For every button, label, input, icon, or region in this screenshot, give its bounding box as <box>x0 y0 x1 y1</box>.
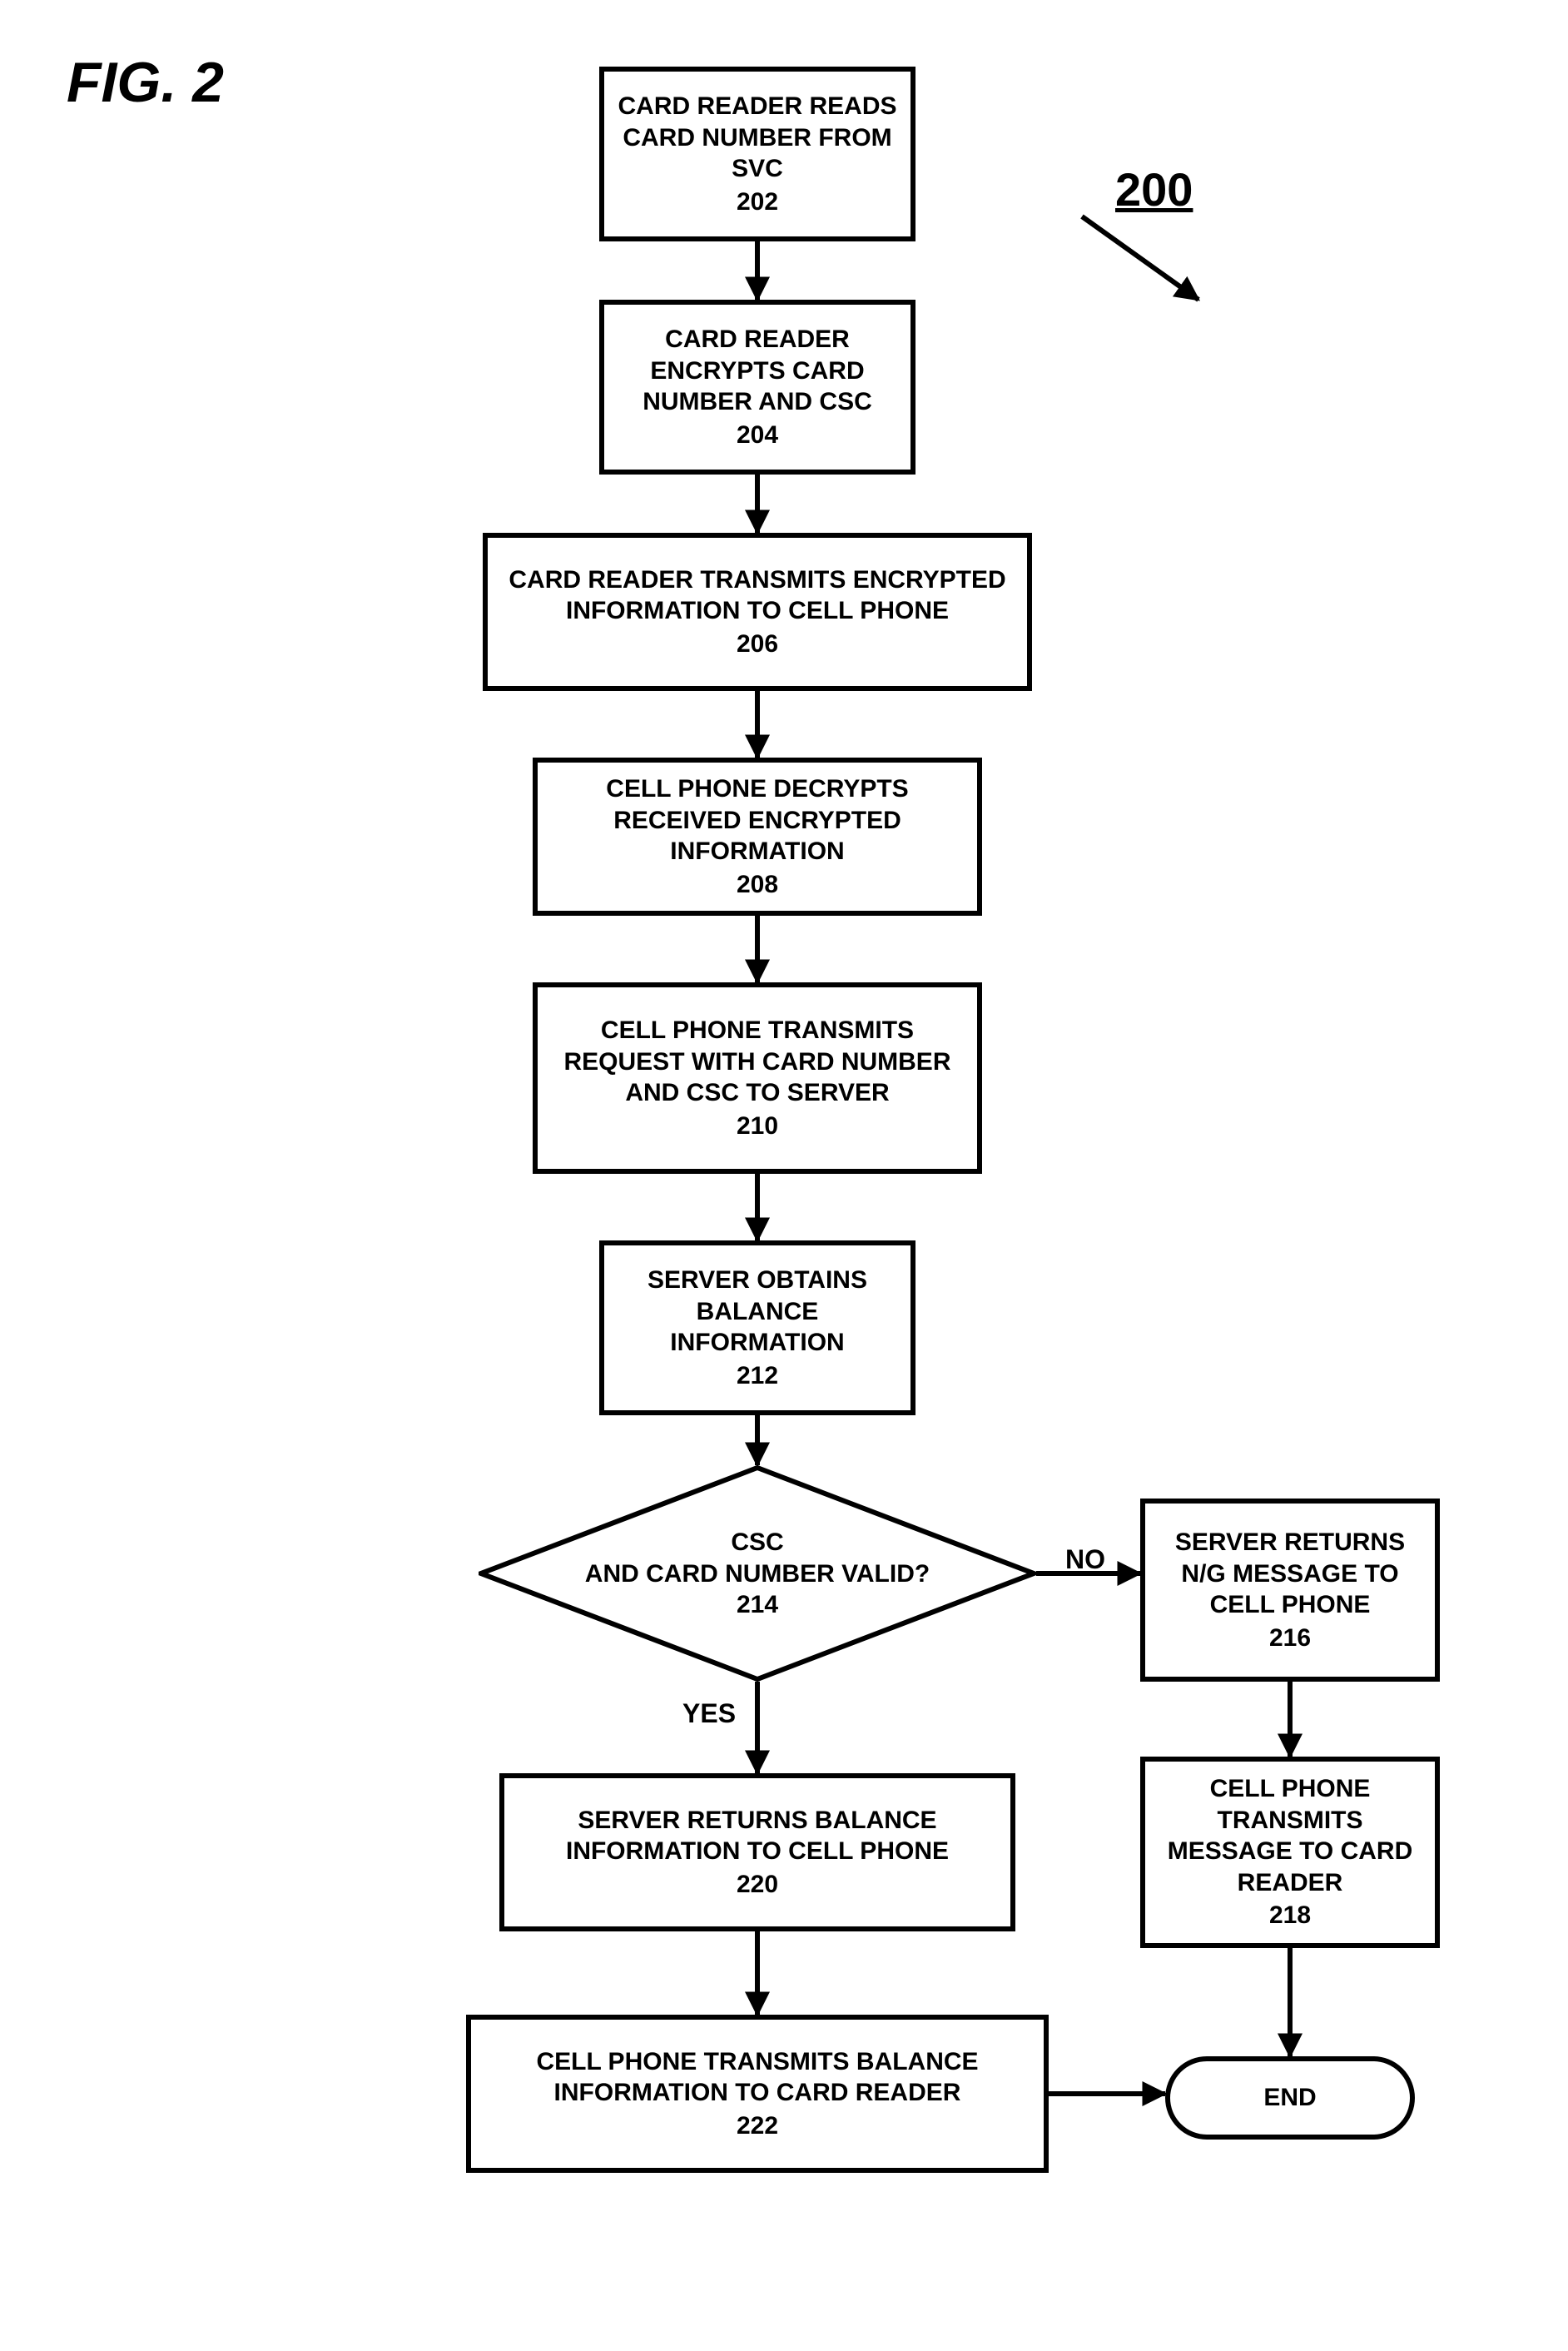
decision-214-text: CSC AND CARD NUMBER VALID? <box>479 1527 1036 1589</box>
step-218-num: 218 <box>1269 1900 1311 1931</box>
step-204-num: 204 <box>737 420 778 451</box>
step-216-box: SERVER RETURNS N/G MESSAGE TO CELL PHONE… <box>1140 1499 1440 1682</box>
step-202-text: CARD READER READS CARD NUMBER FROM SVC <box>613 91 902 185</box>
step-210-num: 210 <box>737 1111 778 1142</box>
step-212-num: 212 <box>737 1360 778 1392</box>
end-terminator: END <box>1165 2056 1415 2140</box>
step-210-text: CELL PHONE TRANSMITS REQUEST WITH CARD N… <box>546 1015 969 1109</box>
step-220-text: SERVER RETURNS BALANCE INFORMATION TO CE… <box>513 1805 1002 1867</box>
step-220-box: SERVER RETURNS BALANCE INFORMATION TO CE… <box>499 1773 1015 1931</box>
step-222-text: CELL PHONE TRANSMITS BALANCE INFORMATION… <box>479 2046 1035 2109</box>
step-204-text: CARD READER ENCRYPTS CARD NUMBER AND CSC <box>613 324 902 418</box>
step-222-box: CELL PHONE TRANSMITS BALANCE INFORMATION… <box>466 2015 1049 2173</box>
figure-label: FIG. 2 <box>67 50 224 115</box>
decision-214-diamond: CSC AND CARD NUMBER VALID? 214 <box>479 1465 1036 1682</box>
step-208-num: 208 <box>737 869 778 901</box>
decision-214-label: CSC AND CARD NUMBER VALID? 214 <box>479 1527 1036 1621</box>
step-212-text: SERVER OBTAINS BALANCE INFORMATION <box>613 1265 902 1359</box>
step-204-box: CARD READER ENCRYPTS CARD NUMBER AND CSC… <box>599 300 915 475</box>
step-206-text: CARD READER TRANSMITS ENCRYPTED INFORMAT… <box>496 564 1019 627</box>
step-220-num: 220 <box>737 1869 778 1901</box>
figure-ref-number: 200 <box>1115 162 1193 216</box>
step-218-box: CELL PHONE TRANSMITS MESSAGE TO CARD REA… <box>1140 1757 1440 1948</box>
step-208-text: CELL PHONE DECRYPTS RECEIVED ENCRYPTED I… <box>546 773 969 867</box>
no-edge-label: NO <box>1065 1544 1105 1575</box>
decision-214-num: 214 <box>479 1589 1036 1621</box>
step-206-num: 206 <box>737 629 778 660</box>
step-216-text: SERVER RETURNS N/G MESSAGE TO CELL PHONE <box>1154 1527 1427 1621</box>
step-210-box: CELL PHONE TRANSMITS REQUEST WITH CARD N… <box>533 982 982 1174</box>
step-216-num: 216 <box>1269 1623 1311 1654</box>
step-206-box: CARD READER TRANSMITS ENCRYPTED INFORMAT… <box>483 533 1032 691</box>
step-218-text: CELL PHONE TRANSMITS MESSAGE TO CARD REA… <box>1154 1773 1427 1898</box>
step-208-box: CELL PHONE DECRYPTS RECEIVED ENCRYPTED I… <box>533 758 982 916</box>
step-202-box: CARD READER READS CARD NUMBER FROM SVC 2… <box>599 67 915 241</box>
yes-edge-label: YES <box>682 1698 736 1729</box>
step-202-num: 202 <box>737 186 778 218</box>
step-222-num: 222 <box>737 2110 778 2142</box>
end-text: END <box>1263 2084 1316 2112</box>
flowchart-canvas: FIG. 2 200 CARD READER READS CARD NUMBER… <box>0 0 1568 2351</box>
step-212-box: SERVER OBTAINS BALANCE INFORMATION 212 <box>599 1240 915 1415</box>
